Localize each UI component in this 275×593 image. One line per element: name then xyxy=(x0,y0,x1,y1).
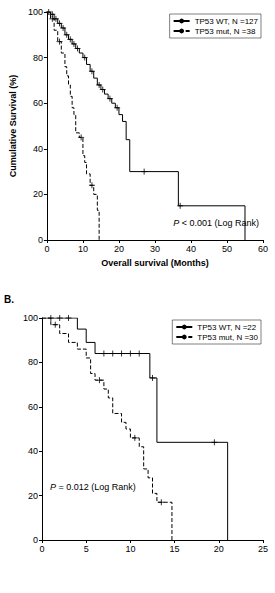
svg-text:20: 20 xyxy=(33,189,43,199)
svg-text:40: 40 xyxy=(28,446,38,456)
svg-text:25: 25 xyxy=(258,544,268,554)
svg-text:0: 0 xyxy=(44,244,49,254)
svg-text:10: 10 xyxy=(78,244,88,254)
svg-text:= 0.012 (Log Rank): = 0.012 (Log Rank) xyxy=(56,482,136,492)
svg-text:5: 5 xyxy=(84,544,89,554)
svg-text:TP53 WT, N =127: TP53 WT, N =127 xyxy=(195,17,259,26)
svg-text:0: 0 xyxy=(38,235,43,245)
svg-text:TP53 WT, N =22: TP53 WT, N =22 xyxy=(197,323,256,332)
svg-text:15: 15 xyxy=(170,544,180,554)
svg-text:0: 0 xyxy=(33,535,38,545)
svg-text:Cumulative Survival (%): Cumulative Survival (%) xyxy=(8,75,18,178)
svg-text:50: 50 xyxy=(222,244,232,254)
svg-text:60: 60 xyxy=(33,98,43,108)
svg-text:Overall survival (Months): Overall survival (Months) xyxy=(101,258,209,268)
svg-text:30: 30 xyxy=(150,244,160,254)
svg-text:< 0.001 (Log Rank): < 0.001 (Log Rank) xyxy=(179,218,259,228)
svg-text:100: 100 xyxy=(23,313,38,323)
svg-text:100: 100 xyxy=(28,7,43,17)
svg-text:P: P xyxy=(173,217,180,228)
svg-text:P: P xyxy=(50,481,56,492)
svg-text:20: 20 xyxy=(214,544,224,554)
svg-text:20: 20 xyxy=(114,244,124,254)
svg-text:10: 10 xyxy=(125,544,135,554)
svg-text:TP53 mut, N =38: TP53 mut, N =38 xyxy=(195,27,256,36)
svg-text:40: 40 xyxy=(33,144,43,154)
svg-text:TP53 mut, N =30: TP53 mut, N =30 xyxy=(197,333,258,342)
svg-text:60: 60 xyxy=(258,244,268,254)
svg-text:B.: B. xyxy=(4,294,14,305)
svg-text:40: 40 xyxy=(186,244,196,254)
svg-text:60: 60 xyxy=(28,402,38,412)
svg-text:80: 80 xyxy=(28,357,38,367)
svg-text:0: 0 xyxy=(39,544,44,554)
svg-text:80: 80 xyxy=(33,53,43,63)
svg-text:20: 20 xyxy=(28,491,38,501)
